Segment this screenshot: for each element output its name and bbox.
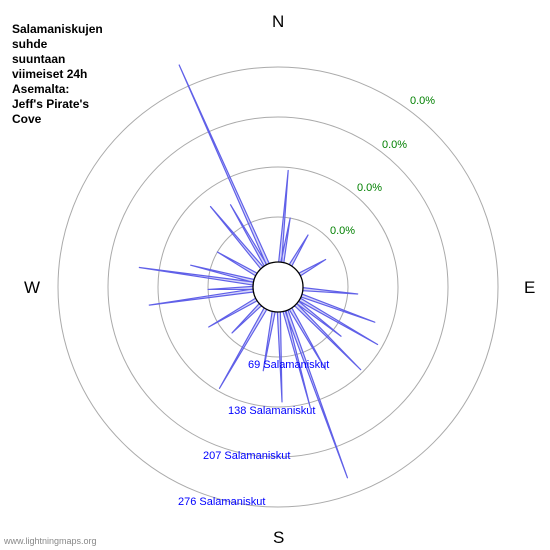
ring-pct-label: 0.0% bbox=[357, 182, 382, 194]
footer-link[interactable]: www.lightningmaps.org bbox=[4, 536, 97, 546]
chart-title: Salamaniskujen suhde suuntaan viimeiset … bbox=[12, 22, 103, 127]
cardinal-n: N bbox=[272, 12, 284, 32]
ring-pct-label: 0.0% bbox=[330, 225, 355, 237]
ring-pct-label: 0.0% bbox=[410, 95, 435, 107]
chart-container: Salamaniskujen suhde suuntaan viimeiset … bbox=[0, 0, 550, 550]
cardinal-s: S bbox=[273, 528, 284, 548]
ring-count-label: 138 Salamaniskut bbox=[228, 405, 315, 417]
ring-count-label: 69 Salamaniskut bbox=[248, 359, 329, 371]
cardinal-e: E bbox=[524, 278, 535, 298]
cardinal-w: W bbox=[24, 278, 40, 298]
ring-count-label: 276 Salamaniskut bbox=[178, 496, 265, 508]
ring-pct-label: 0.0% bbox=[382, 139, 407, 151]
ring-count-label: 207 Salamaniskut bbox=[203, 450, 290, 462]
